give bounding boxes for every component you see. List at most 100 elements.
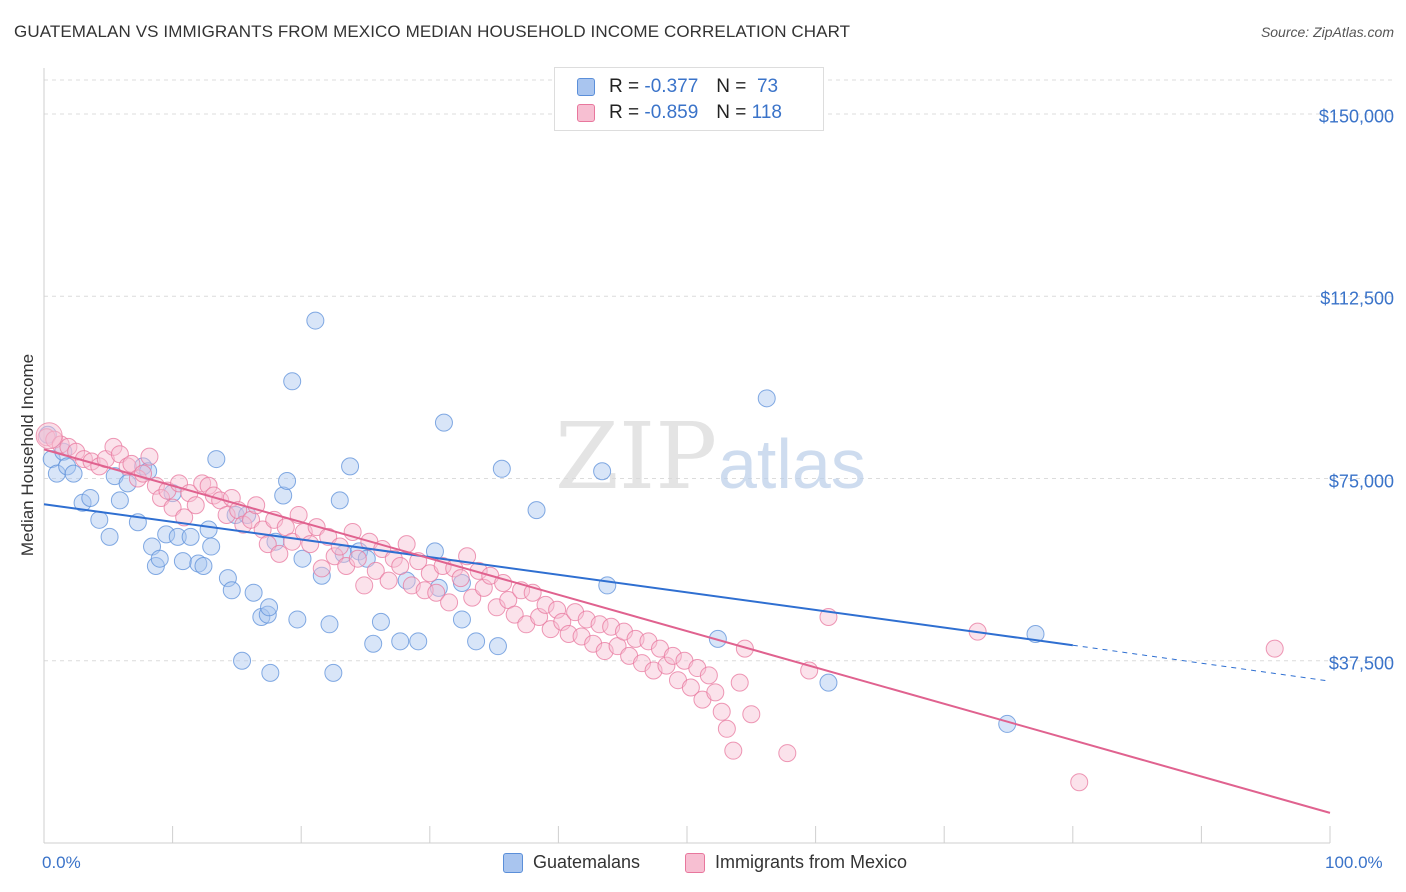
data-point xyxy=(742,705,761,724)
data-point xyxy=(451,569,470,588)
data-point xyxy=(301,535,320,554)
data-point xyxy=(730,673,749,692)
data-point xyxy=(379,571,398,590)
data-point xyxy=(371,612,390,631)
data-point xyxy=(140,447,159,466)
legend-n-value: 118 xyxy=(751,102,782,123)
legend-r-value: -0.859 xyxy=(644,102,699,123)
series-label: Immigrants from Mexico xyxy=(715,852,908,872)
data-point xyxy=(319,527,338,546)
data-point xyxy=(566,603,585,622)
data-point xyxy=(819,673,838,692)
data-point xyxy=(186,496,205,515)
data-point xyxy=(391,632,410,651)
legend-row-mexico: R = -0.859 N = 118 xyxy=(577,102,782,124)
legend-r-label: R = xyxy=(609,76,640,97)
data-point xyxy=(163,498,182,517)
x-tick-max: 100.0% xyxy=(1325,853,1383,872)
data-point xyxy=(274,486,293,505)
y-tick-label: $75,000 xyxy=(1328,471,1394,491)
data-point xyxy=(306,311,325,330)
data-point xyxy=(440,593,459,612)
data-point xyxy=(699,666,718,685)
data-point xyxy=(152,488,171,507)
data-point xyxy=(337,556,356,575)
data-point xyxy=(1026,625,1045,644)
trend-line-guatemalans xyxy=(43,503,1073,647)
data-point xyxy=(64,464,83,483)
data-point xyxy=(593,462,612,481)
data-point xyxy=(181,527,200,546)
y-tick-label: $112,500 xyxy=(1320,288,1394,309)
x-tick-min: 0.0% xyxy=(42,853,81,872)
legend-row-guatemalans: R = -0.377 N = 73 xyxy=(577,76,778,98)
data-point xyxy=(81,488,100,507)
data-point xyxy=(312,559,331,578)
data-point xyxy=(260,598,279,617)
data-point xyxy=(541,620,560,639)
data-point xyxy=(488,637,507,656)
legend-n-label: N = xyxy=(716,76,747,97)
data-point xyxy=(584,634,603,653)
data-point xyxy=(366,561,385,580)
data-point xyxy=(173,552,192,571)
source-credit: Source: ZipAtlas.com xyxy=(1260,24,1394,40)
data-point xyxy=(663,646,682,665)
data-point xyxy=(778,744,797,763)
legend-swatch-blue xyxy=(577,78,595,96)
legend-n-label: N = xyxy=(716,102,747,123)
data-point xyxy=(757,389,776,408)
data-point xyxy=(110,491,129,510)
data-point xyxy=(355,576,374,595)
data-point xyxy=(258,605,277,624)
data-point xyxy=(712,702,731,721)
data-point xyxy=(487,598,506,617)
gridlines xyxy=(44,79,1395,662)
data-point xyxy=(218,569,237,588)
data-point xyxy=(278,471,297,490)
data-point xyxy=(270,544,289,563)
series-label: Guatemalans xyxy=(533,852,641,872)
data-point xyxy=(724,741,743,760)
data-point xyxy=(341,457,360,476)
data-point xyxy=(427,583,446,602)
series-points-guatemalans xyxy=(38,311,1045,733)
data-point xyxy=(100,527,119,546)
data-point xyxy=(320,615,339,634)
data-point xyxy=(409,632,428,651)
data-point xyxy=(134,457,153,476)
series-legend-mexico[interactable]: Immigrants from Mexico xyxy=(685,852,907,873)
series-legend-guatemalans[interactable]: Guatemalans xyxy=(503,852,640,873)
data-point xyxy=(458,547,477,566)
data-point xyxy=(614,622,633,641)
data-point xyxy=(706,683,725,702)
trend-lines xyxy=(43,448,1331,814)
data-point xyxy=(330,491,349,510)
legend-r-value: -0.377 xyxy=(644,76,699,97)
data-point xyxy=(288,610,307,629)
data-point xyxy=(217,505,236,524)
data-point xyxy=(717,719,736,738)
trend-line-guatemalans-extension xyxy=(1072,644,1331,682)
data-point xyxy=(735,639,754,658)
data-point xyxy=(415,581,434,600)
series-swatch-pink xyxy=(685,852,705,873)
series-swatch-blue xyxy=(503,852,523,873)
trend-line-mexico xyxy=(43,448,1331,814)
data-point xyxy=(657,656,676,675)
data-point xyxy=(261,663,280,682)
data-point xyxy=(590,615,609,634)
data-point xyxy=(536,595,555,614)
data-point xyxy=(194,556,213,575)
y-tick-label: $37,500 xyxy=(1328,653,1394,674)
data-point xyxy=(150,549,169,568)
data-point xyxy=(384,549,403,568)
data-point xyxy=(207,450,226,469)
data-point xyxy=(452,610,471,629)
data-point xyxy=(505,605,524,624)
axes xyxy=(43,68,1331,844)
data-point-cluster xyxy=(35,422,63,450)
data-point xyxy=(283,372,302,391)
chart-title: GUATEMALAN VS IMMIGRANTS FROM MEXICO MED… xyxy=(14,22,851,41)
data-point xyxy=(199,476,218,495)
